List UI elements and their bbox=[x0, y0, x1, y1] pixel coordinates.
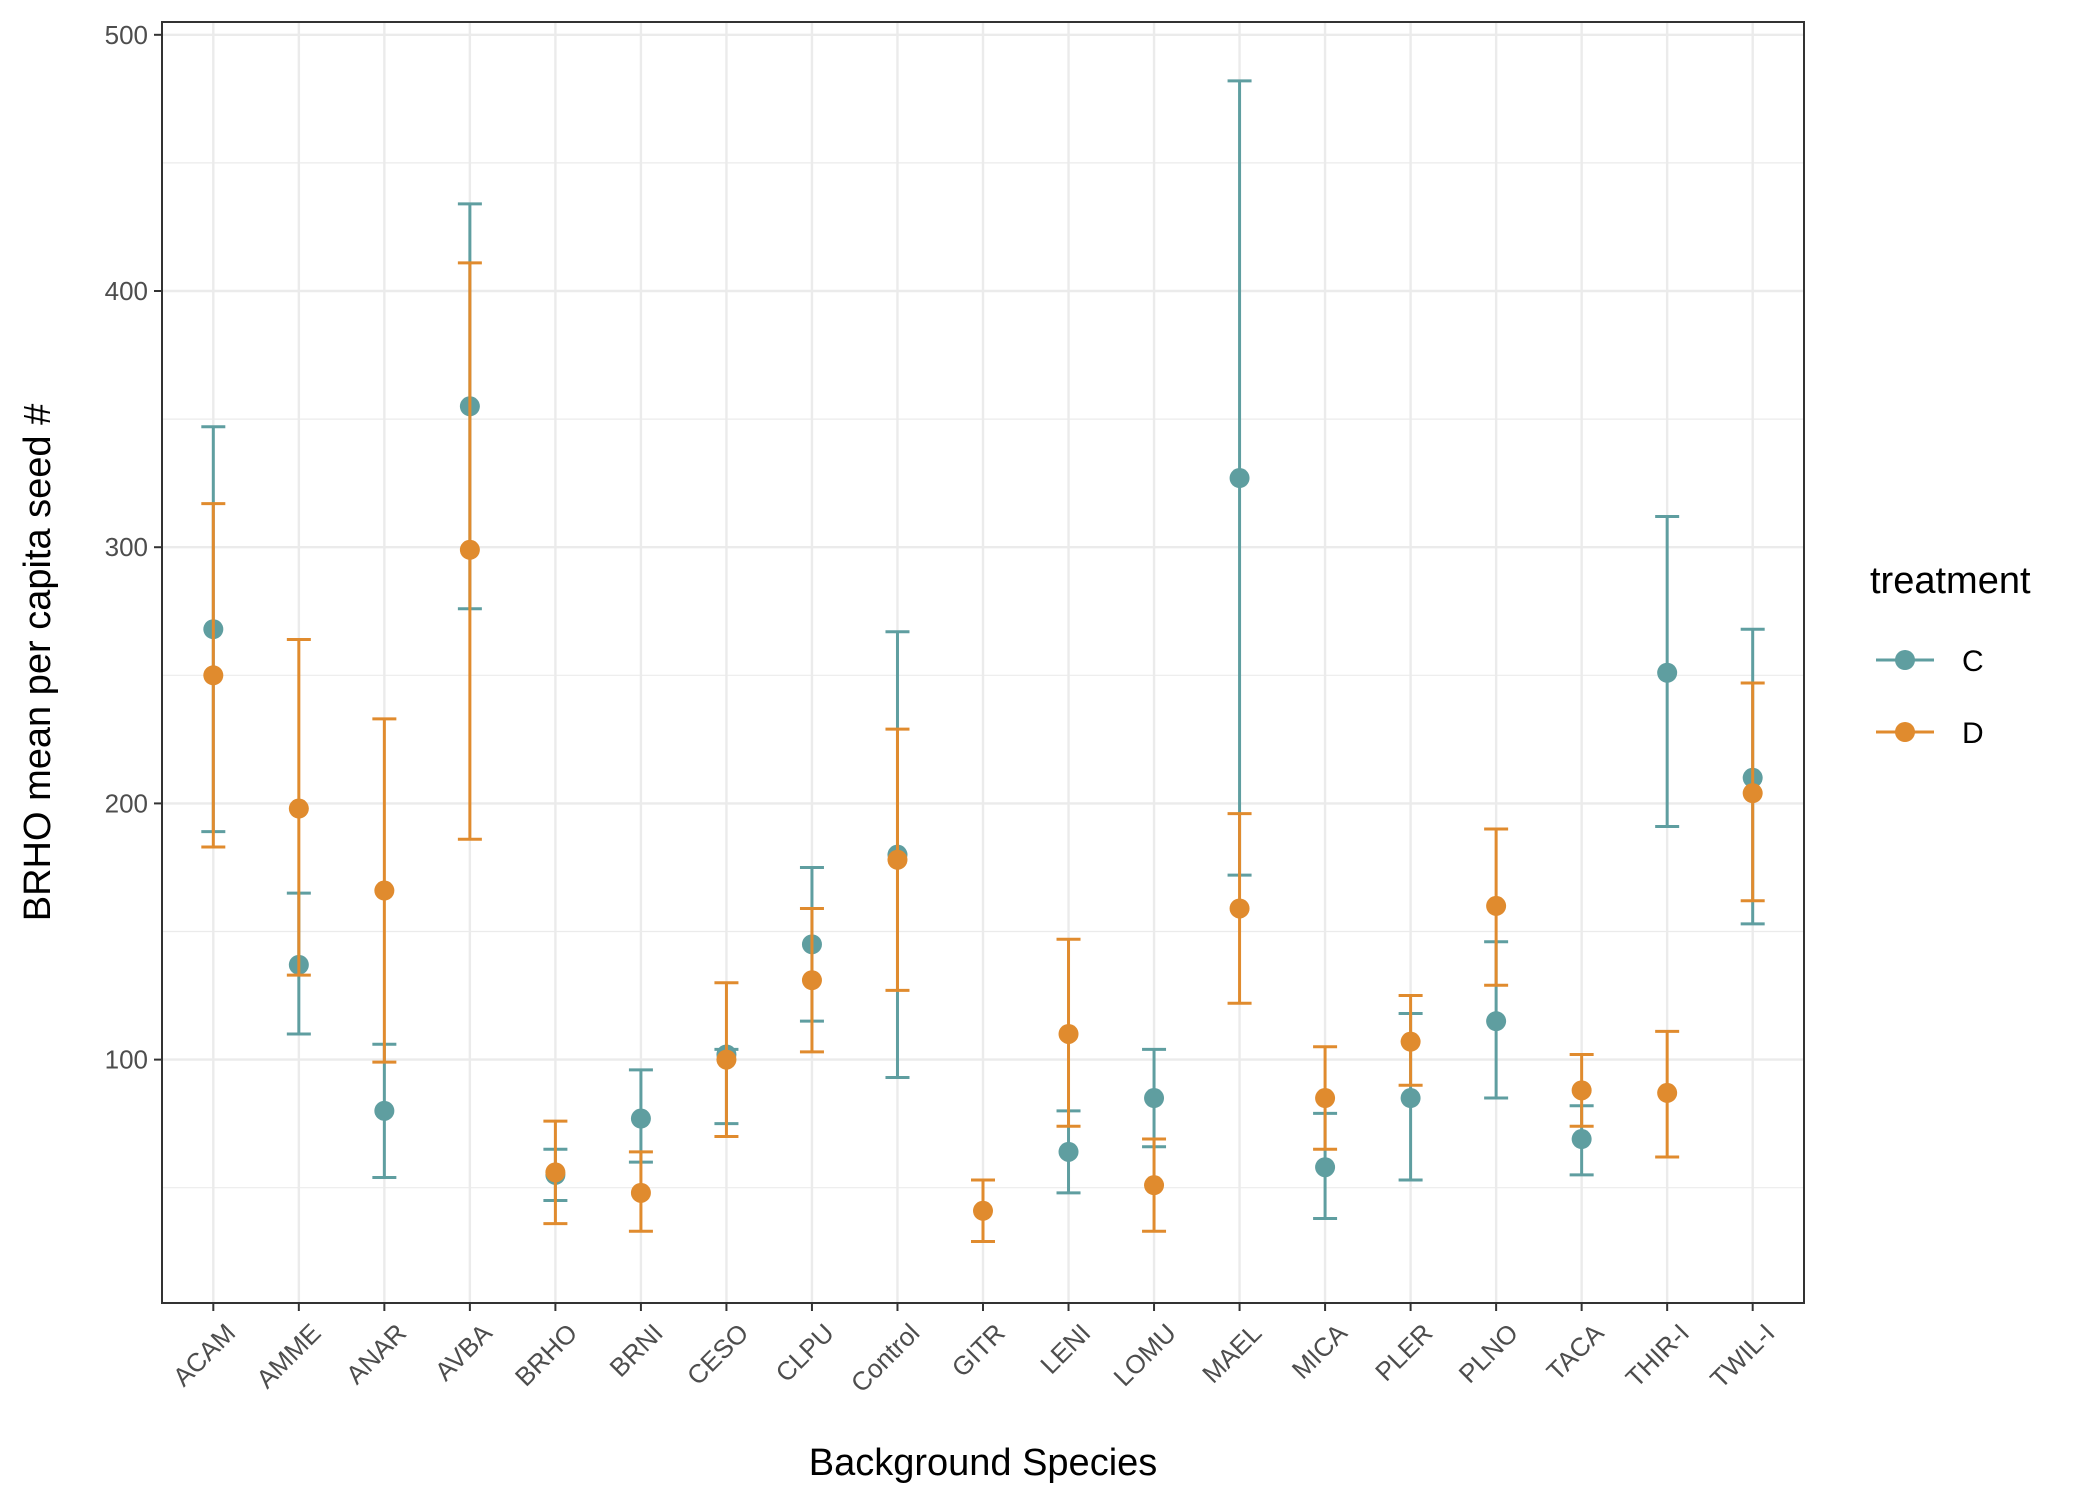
legend-label: C bbox=[1962, 645, 1984, 678]
data-point bbox=[1486, 1011, 1507, 1032]
data-point bbox=[203, 665, 224, 686]
y-axis: 100 200 300 400 500 bbox=[105, 20, 162, 1075]
data-point bbox=[1315, 1157, 1336, 1178]
x-tick-label: Control bbox=[845, 1318, 925, 1398]
x-tick-label: CESO bbox=[681, 1318, 754, 1391]
x-axis: ACAM AMME ANAR AVBA BRHO BRNI CESO CLPU Control G… bbox=[167, 1303, 1781, 1398]
grid bbox=[162, 22, 1804, 1303]
x-tick-label: PLNO bbox=[1453, 1318, 1524, 1389]
data-point bbox=[801, 970, 822, 991]
legend-label: D bbox=[1962, 717, 1984, 750]
data-point bbox=[1058, 1141, 1079, 1162]
data-point bbox=[716, 1049, 737, 1070]
legend-item-D: D bbox=[1876, 717, 1984, 750]
x-tick-label: CLPU bbox=[770, 1318, 840, 1388]
legend-title: treatment bbox=[1870, 560, 2031, 602]
data-point bbox=[459, 539, 480, 560]
y-tick-label: 300 bbox=[105, 532, 148, 562]
data-point bbox=[973, 1200, 993, 1221]
legend-key-point bbox=[1895, 722, 1915, 742]
data-point bbox=[630, 1182, 651, 1203]
y-tick-label: 200 bbox=[105, 788, 148, 818]
x-tick-label: GITR bbox=[946, 1318, 1011, 1383]
data-point bbox=[1229, 468, 1250, 489]
data-point bbox=[545, 1162, 566, 1183]
y-tick-label: 400 bbox=[105, 276, 148, 306]
y-axis-title: BRHO mean per capita seed # bbox=[17, 404, 59, 922]
legend: treatment C D bbox=[1870, 560, 2031, 750]
data-point bbox=[1400, 1088, 1421, 1109]
x-tick-label: MAEL bbox=[1196, 1318, 1267, 1389]
x-tick-label: BRNI bbox=[604, 1318, 669, 1383]
data-point bbox=[1657, 662, 1678, 683]
y-tick-label: 500 bbox=[105, 20, 148, 50]
data-point bbox=[1486, 895, 1507, 916]
data-point bbox=[1058, 1023, 1079, 1044]
data-point bbox=[1571, 1080, 1592, 1101]
x-tick-label: THIR-I bbox=[1620, 1318, 1695, 1393]
y-tick-label: 100 bbox=[105, 1045, 148, 1075]
data-point bbox=[288, 798, 309, 819]
data-point bbox=[374, 880, 395, 901]
x-tick-label: AVBA bbox=[429, 1317, 498, 1386]
legend-key-point bbox=[1895, 650, 1915, 670]
data-point bbox=[1144, 1088, 1165, 1109]
legend-item-C: C bbox=[1876, 645, 1984, 678]
x-tick-label: BRHO bbox=[509, 1318, 583, 1392]
x-tick-label: ACAM bbox=[167, 1318, 241, 1392]
data-point bbox=[1229, 898, 1250, 919]
data-point bbox=[887, 849, 908, 870]
x-tick-label: LENI bbox=[1034, 1318, 1096, 1380]
x-tick-label: ANAR bbox=[340, 1318, 412, 1390]
x-tick-label: LOMU bbox=[1108, 1318, 1182, 1392]
x-tick-label: TACA bbox=[1541, 1317, 1610, 1386]
data-point bbox=[630, 1108, 651, 1129]
series-layer bbox=[201, 79, 1765, 1244]
x-tick-label: AMME bbox=[250, 1318, 326, 1394]
data-point bbox=[1657, 1082, 1678, 1103]
data-point bbox=[1315, 1088, 1336, 1109]
data-point bbox=[1400, 1031, 1421, 1052]
x-axis-title: Background Species bbox=[809, 1442, 1158, 1484]
data-point bbox=[1144, 1175, 1165, 1196]
x-tick-label: TWIL-I bbox=[1704, 1318, 1780, 1394]
data-point bbox=[1571, 1129, 1592, 1150]
x-tick-label: MICA bbox=[1286, 1317, 1354, 1385]
x-tick-label: PLER bbox=[1369, 1318, 1438, 1387]
series-D bbox=[201, 261, 1765, 1244]
data-point bbox=[374, 1100, 395, 1121]
data-point bbox=[1742, 783, 1763, 804]
